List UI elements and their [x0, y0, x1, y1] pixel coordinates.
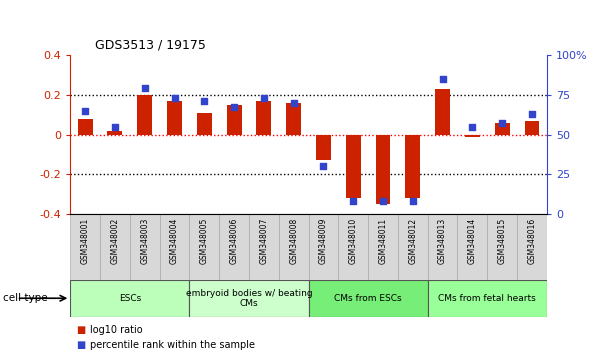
- Point: [229, 105, 239, 110]
- Point: [378, 199, 388, 204]
- Text: CMs from ESCs: CMs from ESCs: [334, 294, 402, 303]
- Bar: [279, 214, 309, 280]
- Point: [467, 124, 477, 129]
- Text: ■: ■: [76, 341, 86, 350]
- Text: ESCs: ESCs: [119, 294, 141, 303]
- Bar: [398, 214, 428, 280]
- Bar: [524, 121, 540, 135]
- Point: [497, 120, 507, 126]
- Point: [527, 111, 537, 116]
- Text: GSM348011: GSM348011: [379, 217, 387, 264]
- Text: GSM348014: GSM348014: [468, 217, 477, 264]
- Bar: [137, 95, 152, 135]
- Text: GSM348007: GSM348007: [260, 217, 268, 264]
- Point: [259, 95, 269, 101]
- Text: GSM348008: GSM348008: [289, 217, 298, 264]
- Bar: [495, 122, 510, 135]
- Bar: [286, 103, 301, 135]
- Bar: [108, 131, 122, 135]
- Bar: [435, 89, 450, 135]
- Point: [408, 199, 418, 204]
- Text: GSM348012: GSM348012: [408, 217, 417, 264]
- Text: GSM348004: GSM348004: [170, 217, 179, 264]
- Bar: [338, 214, 368, 280]
- Bar: [428, 280, 547, 317]
- Bar: [368, 214, 398, 280]
- Bar: [488, 214, 517, 280]
- Bar: [458, 214, 488, 280]
- Text: CMs from fetal hearts: CMs from fetal hearts: [439, 294, 536, 303]
- Text: percentile rank within the sample: percentile rank within the sample: [90, 341, 255, 350]
- Bar: [517, 214, 547, 280]
- Text: GSM348002: GSM348002: [111, 217, 119, 264]
- Point: [437, 76, 447, 81]
- Bar: [465, 135, 480, 137]
- Bar: [227, 105, 241, 135]
- Bar: [346, 135, 360, 198]
- Text: ■: ■: [76, 325, 86, 335]
- Bar: [100, 214, 130, 280]
- Text: GSM348015: GSM348015: [498, 217, 507, 264]
- Point: [170, 95, 180, 101]
- Bar: [189, 214, 219, 280]
- Bar: [159, 214, 189, 280]
- Text: GSM348005: GSM348005: [200, 217, 209, 264]
- Text: log10 ratio: log10 ratio: [90, 325, 142, 335]
- Point: [110, 124, 120, 129]
- Bar: [70, 214, 100, 280]
- Bar: [316, 135, 331, 160]
- Point: [348, 199, 358, 204]
- Text: embryoid bodies w/ beating
CMs: embryoid bodies w/ beating CMs: [186, 289, 312, 308]
- Bar: [257, 101, 271, 135]
- Text: GSM348006: GSM348006: [230, 217, 238, 264]
- Point: [80, 108, 90, 113]
- Text: GSM348001: GSM348001: [81, 217, 90, 264]
- Point: [199, 98, 209, 104]
- Text: GSM348003: GSM348003: [141, 217, 149, 264]
- Point: [140, 85, 150, 91]
- Text: GSM348009: GSM348009: [319, 217, 328, 264]
- Bar: [197, 113, 212, 135]
- Text: GSM348013: GSM348013: [438, 217, 447, 264]
- Bar: [70, 280, 189, 317]
- Point: [318, 164, 328, 169]
- Bar: [428, 214, 458, 280]
- Bar: [167, 101, 182, 135]
- Bar: [309, 280, 428, 317]
- Bar: [189, 280, 309, 317]
- Text: GSM348016: GSM348016: [527, 217, 536, 264]
- Bar: [219, 214, 249, 280]
- Point: [289, 100, 299, 105]
- Text: cell type: cell type: [3, 293, 48, 303]
- Text: GSM348010: GSM348010: [349, 217, 357, 264]
- Bar: [309, 214, 338, 280]
- Bar: [249, 214, 279, 280]
- Text: GDS3513 / 19175: GDS3513 / 19175: [95, 38, 205, 51]
- Bar: [376, 135, 390, 204]
- Bar: [130, 214, 159, 280]
- Bar: [78, 119, 93, 135]
- Bar: [405, 135, 420, 198]
